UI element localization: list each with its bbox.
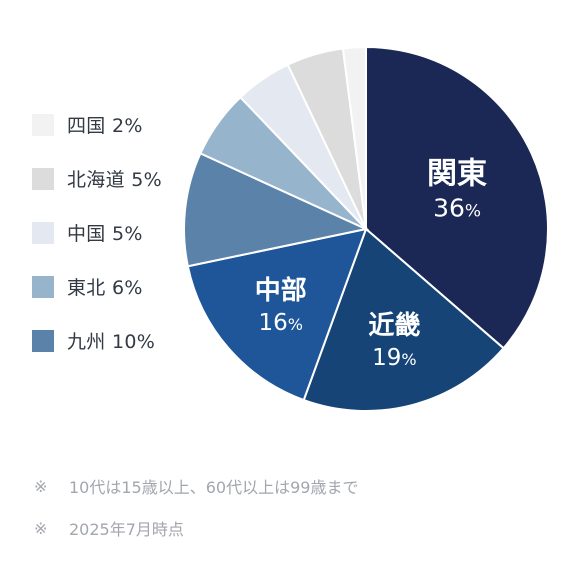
legend-swatch	[32, 329, 54, 352]
legend-label: 北海道 5%	[67, 169, 162, 191]
legend-swatch	[32, 221, 54, 244]
legend-swatch	[32, 275, 54, 298]
legend-item-tohoku: 東北 6%	[32, 274, 162, 299]
footnote-date: ※ 2025年7月時点	[34, 516, 358, 540]
footnotes: ※ 10代は15歳以上、60代以上は99歳まで ※ 2025年7月時点	[34, 474, 358, 558]
note-mark: ※	[34, 518, 48, 538]
slice-value: 16%	[258, 310, 302, 336]
slice-name: 関東	[427, 156, 487, 191]
legend-item-shikoku: 四国 2%	[32, 112, 162, 137]
pie-slice-1	[302, 227, 505, 412]
slice-name: 近畿	[368, 311, 420, 341]
pie-slice-2	[186, 227, 368, 402]
pie-slice-7	[341, 45, 367, 230]
legend-item-kyushu: 九州 10%	[32, 328, 162, 353]
slice-label-2: 中部 16%	[255, 276, 307, 336]
slice-label-1: 近畿 19%	[368, 311, 420, 371]
legend-item-hokkaido: 北海道 5%	[32, 166, 162, 191]
note-text: 2025年7月時点	[69, 520, 184, 539]
legend: 四国 2% 北海道 5% 中国 5% 東北 6% 九州 10%	[32, 112, 162, 382]
pie-slice-0	[365, 45, 549, 350]
legend-swatch	[32, 167, 54, 190]
slice-value: 36%	[433, 193, 481, 222]
legend-label: 九州 10%	[67, 331, 156, 353]
legend-label: 東北 6%	[67, 277, 143, 299]
legend-swatch	[32, 113, 54, 136]
slice-value: 19%	[372, 345, 416, 371]
legend-label: 四国 2%	[67, 115, 143, 137]
legend-item-chugoku: 中国 5%	[32, 220, 162, 245]
legend-label: 中国 5%	[67, 223, 143, 245]
pie-slice-3	[183, 152, 370, 268]
note-text: 10代は15歳以上、60代以上は99歳まで	[69, 478, 359, 497]
footnote-age-range: ※ 10代は15歳以上、60代以上は99歳まで	[34, 474, 358, 498]
note-mark: ※	[34, 476, 48, 496]
slice-name: 中部	[255, 276, 307, 306]
